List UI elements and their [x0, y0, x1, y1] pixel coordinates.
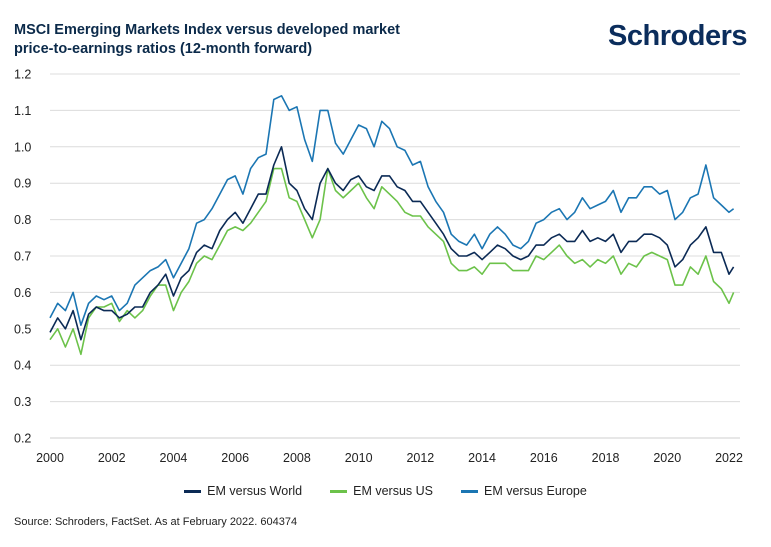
chart-title-line-1: MSCI Emerging Markets Index versus devel…	[14, 22, 400, 38]
y-axis-ticks: 1.2 1.1 1.0 0.9 0.8 0.7 0.6 0.5 0.4 0.3 0.2	[14, 68, 31, 446]
legend-swatch-europe	[461, 489, 478, 493]
y-tick-label: 1.1	[14, 104, 31, 118]
y-tick-label: 0.5	[14, 322, 31, 336]
y-tick-label: 0.3	[14, 395, 31, 409]
x-axis-ticks: 2000 2002 2004 2006 2008 2010 2012 2014 2016 2018…	[36, 451, 743, 465]
legend-item-europe[interactable]: EM versus Europe	[461, 484, 587, 498]
y-tick-label: 0.8	[14, 213, 31, 227]
series-line-us	[49, 167, 735, 356]
x-tick-label: 2018	[592, 451, 620, 465]
x-tick-label: 2000	[36, 451, 64, 465]
legend-swatch-us	[330, 489, 348, 493]
y-tick-label: 0.4	[14, 359, 31, 373]
x-tick-label: 2010	[345, 451, 373, 465]
legend-item-world[interactable]: EM versus World	[184, 484, 302, 498]
y-tick-label: 1.2	[14, 68, 31, 82]
gridlines	[50, 73, 740, 403]
y-tick-label: 0.9	[14, 177, 31, 191]
x-tick-label: 2020	[653, 451, 681, 465]
y-tick-label: 1.0	[14, 140, 31, 154]
chart-title: MSCI Emerging Markets Index versus devel…	[14, 21, 434, 59]
x-tick-label: 2012	[406, 451, 434, 465]
legend-item-us[interactable]: EM versus US	[330, 484, 433, 498]
legend-label-europe: EM versus Europe	[484, 484, 587, 498]
series-line-europe	[49, 95, 735, 327]
x-tick-label: 2022	[715, 451, 743, 465]
x-tick-label: 2006	[221, 451, 249, 465]
series-line-world	[49, 146, 735, 341]
source-note: Source: Schroders, FactSet. As at Februa…	[14, 516, 298, 528]
x-tick-label: 2014	[468, 451, 496, 465]
series-lines	[49, 95, 735, 356]
x-tick-label: 2016	[530, 451, 558, 465]
y-tick-label: 0.2	[14, 432, 31, 446]
legend-swatch-world	[184, 489, 202, 493]
y-tick-label: 0.6	[14, 286, 31, 300]
schroders-logo: Schroders	[608, 20, 747, 52]
legend-label-world: EM versus World	[207, 484, 303, 498]
legend: EM versus World EM versus US EM versus E…	[0, 484, 771, 498]
chart-title-line-2: price-to-earnings ratios (12-month forwa…	[14, 41, 313, 57]
x-tick-label: 2004	[160, 451, 188, 465]
x-tick-label: 2002	[98, 451, 126, 465]
x-tick-label: 2008	[283, 451, 311, 465]
y-tick-label: 0.7	[14, 250, 31, 264]
legend-label-us: EM versus US	[353, 484, 433, 498]
